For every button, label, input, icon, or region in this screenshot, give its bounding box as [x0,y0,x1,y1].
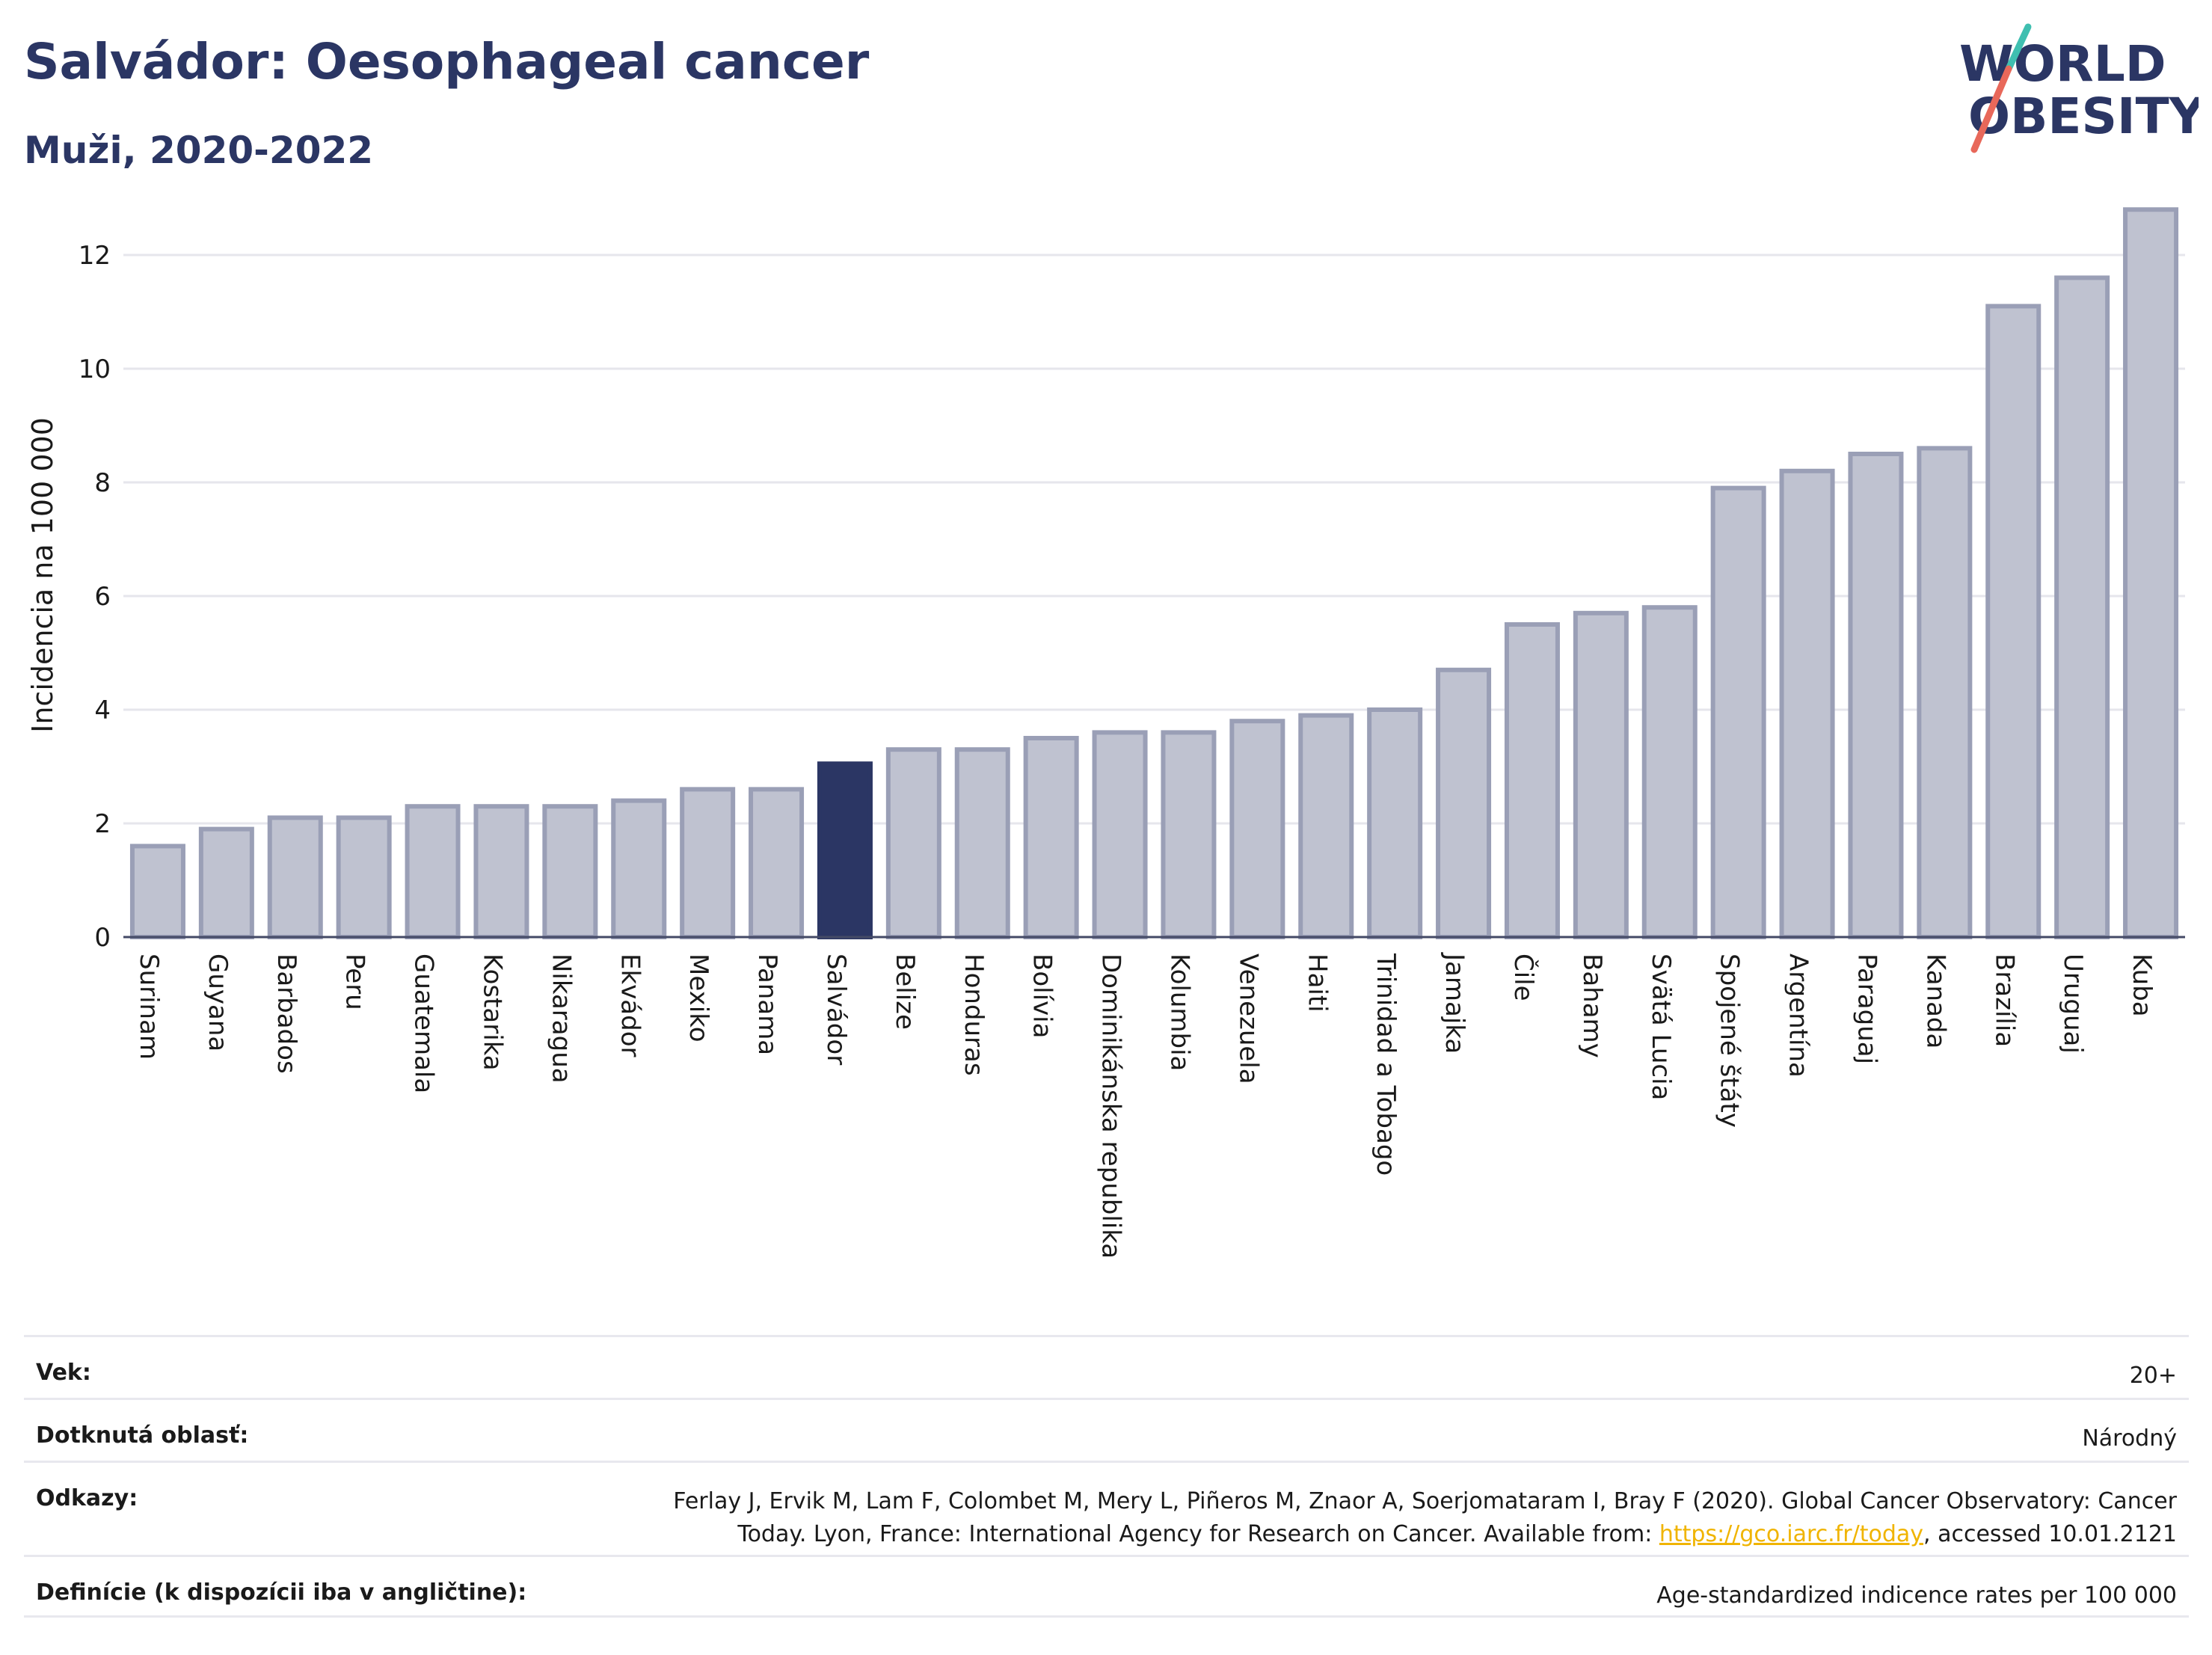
bar-honduras [954,747,1010,940]
grid-lines [123,254,2185,825]
x-tick-label: Spojené štáty [1715,954,1745,1128]
x-tick-label: Paraguaj [1852,954,1881,1064]
x-tick-label: Peru [340,954,370,1010]
logo-line-2: OBESITY [1968,87,2199,145]
bar-peru [336,815,392,940]
bars [129,207,2179,940]
meta-row-definitions: Definície (k dispozícii iba v angličtine… [24,1555,2189,1618]
bar-mexiko [680,787,736,940]
reference-link[interactable]: https://gco.iarc.fr/today [1659,1521,1924,1547]
bar-paraguaj [1848,452,1904,939]
y-tick-label: 4 [94,696,111,725]
chart-subtitle: Muži, 2020-2022 [24,129,374,172]
x-tick-label: Kanada [1920,954,1950,1048]
y-tick-label: 10 [79,354,111,384]
x-tick-label: Bolívia [1027,954,1057,1038]
meta-value-age: 20+ [2129,1363,2177,1389]
x-tick-label: Čile [1508,954,1539,1001]
bar-salvádor [817,761,873,940]
y-tick-label: 2 [94,809,111,839]
bar-jamajka [1436,667,1492,939]
bar-čile [1504,622,1560,939]
meta-key-age: Vek: [36,1360,91,1386]
bar-bolívia [1023,736,1079,939]
meta-value-definitions: Age-standardized indicence rates per 100… [1656,1582,2177,1609]
y-tick-label: 0 [94,923,111,953]
reference-line-1: Ferlay J, Ervik M, Lam F, Colombet M, Me… [673,1488,2177,1514]
meta-key-definitions: Definície (k dispozícii iba v angličtine… [36,1579,527,1606]
bar-svätá-lucia [1641,605,1698,939]
bar-guyana [198,826,254,939]
metadata-table: Vek: 20+ Dotknutá oblasť: Národný Odkazy… [24,1335,2189,1618]
x-axis-labels: Surinam Guyana Barbados Peru Guatemala Kostar… [134,952,2157,1259]
bar-venezuela [1229,719,1285,939]
x-tick-label: Brazília [1989,954,2019,1047]
bar-spojené-štáty [1710,485,1766,939]
x-tick-label: Haiti [1302,954,1332,1013]
x-tick-label: Salvádor [821,954,851,1065]
bar-barbados [267,815,323,940]
x-tick-label: Honduras [959,954,989,1076]
reference-line-2-post: , accessed 10.01.2121 [1923,1521,2177,1547]
x-tick-label: Jamajka [1440,952,1469,1054]
meta-value-area: Národný [2082,1425,2177,1452]
bar-chart: 0 2 4 6 8 10 12 Surinam Guyana Barbados Peru Guate… [26,207,2185,1259]
x-tick-label: Trinidad a Tobago [1371,953,1401,1176]
bar-ekvádor [611,798,667,939]
bar-guatemala [405,804,461,939]
bar-bahamy [1573,610,1629,939]
chart-title: Salvádor: Oesophageal cancer [24,33,870,90]
bar-dominikánska-republika [1092,730,1148,940]
x-tick-label: Mexiko [683,954,713,1043]
bar-kostarika [473,804,529,939]
bar-trinidad-a-tobago [1367,707,1423,939]
x-tick-label: Bahamy [1577,954,1607,1058]
world-obesity-logo: WORLD OBESITY [1959,23,2199,153]
meta-key-references: Odkazy: [36,1485,138,1511]
logo-slash-teal [2005,23,2032,73]
x-tick-label: Uruguaj [2058,954,2088,1054]
bar-kuba [2123,207,2179,939]
bar-kanada [1917,446,1973,939]
bar-uruguaj [2054,275,2110,939]
y-axis-ticks: 0 2 4 6 8 10 12 [79,241,111,953]
x-tick-label: Nikaragua [546,954,576,1084]
x-tick-label: Guyana [203,954,233,1051]
bar-argentína [1779,468,1835,939]
bar-kolumbia [1161,730,1217,940]
x-tick-label: Barbados [271,954,301,1074]
x-tick-label: Venezuela [1233,954,1263,1084]
meta-row-references: Odkazy: Ferlay J, Ervik M, Lam F, Colomb… [24,1461,2189,1555]
y-axis-title: Incidencia na 100 000 [26,417,59,733]
logo-line-1: WORLD [1959,35,2166,93]
bar-nikaragua [542,804,598,939]
bar-surinam [129,844,185,940]
logo-slash-red [1970,65,2012,153]
x-tick-label: Belize [890,954,920,1030]
y-tick-label: 12 [79,241,111,271]
y-tick-label: 6 [94,582,111,612]
x-tick-label: Kolumbia [1164,954,1194,1071]
x-tick-label: Guatemala [409,954,439,1093]
x-tick-label: Svätá Lucia [1646,954,1676,1100]
bar-belize [885,747,941,940]
x-tick-label: Ekvádor [615,954,645,1057]
x-tick-label: Argentína [1784,954,1813,1078]
meta-value-references: Ferlay J, Ervik M, Lam F, Colombet M, Me… [673,1485,2177,1551]
bar-brazília [1985,304,2042,939]
meta-key-area: Dotknutá oblasť: [36,1422,249,1449]
x-tick-label: Panama [752,954,782,1055]
reference-line-2-pre: Today. Lyon, France: International Agenc… [737,1521,1659,1547]
bar-panama [749,787,805,940]
bar-haiti [1298,713,1354,939]
x-tick-label: Dominikánska republika [1096,954,1126,1259]
x-tick-label: Surinam [134,954,164,1060]
x-tick-label: Kuba [2127,954,2157,1017]
x-tick-label: Kostarika [477,954,507,1071]
meta-row-age: Vek: 20+ [24,1335,2189,1398]
y-tick-label: 8 [94,468,111,498]
meta-row-area: Dotknutá oblasť: Národný [24,1398,2189,1461]
